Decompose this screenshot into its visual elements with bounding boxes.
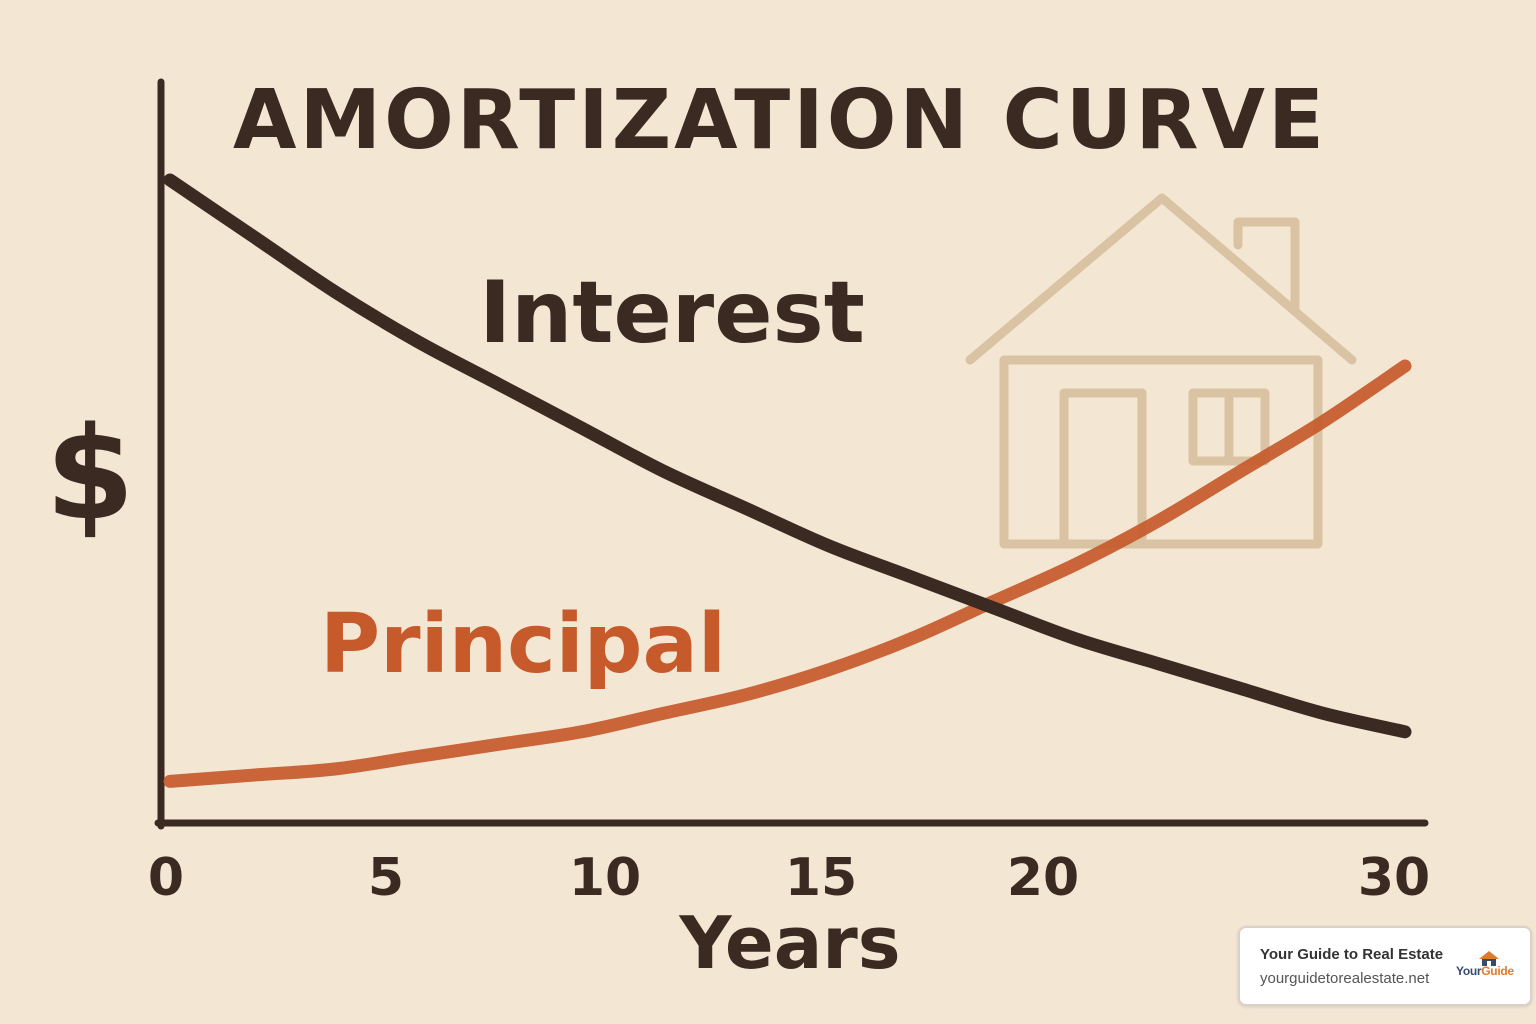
brand-url[interactable]: yourguidetorealestate.net bbox=[1260, 970, 1430, 987]
y-axis-label: $ bbox=[45, 400, 134, 549]
house-outline-icon bbox=[965, 193, 1357, 549]
x-tick-label: 30 bbox=[1358, 848, 1430, 908]
brand-title: Your Guide to Real Estate bbox=[1260, 946, 1444, 963]
x-tick-label: 5 bbox=[368, 848, 404, 908]
x-tick-label: 0 bbox=[148, 848, 184, 908]
x-tick-label: 10 bbox=[569, 848, 641, 908]
x-axis-label: Years bbox=[678, 901, 900, 985]
series-line-interest bbox=[163, 173, 1412, 739]
series-label-interest: Interest bbox=[479, 263, 865, 363]
chart-title: AMORTIZATION CURVE bbox=[233, 73, 1327, 168]
series-label-principal: Principal bbox=[320, 597, 726, 692]
brand-logo-text-main: Your bbox=[1456, 964, 1482, 978]
series-line-principal bbox=[163, 359, 1412, 788]
branding-card[interactable]: Your Guide to Real Estate yourguidetorea… bbox=[1238, 926, 1532, 1006]
brand-logo-text-accent: Guide bbox=[1481, 964, 1514, 978]
x-tick-labels: 0 5 10 15 20 30 bbox=[148, 848, 1430, 908]
x-tick-label: 20 bbox=[1007, 848, 1079, 908]
brand-logo: YourGuide bbox=[1456, 950, 1526, 990]
house-logo-icon bbox=[1479, 951, 1499, 966]
x-tick-label: 15 bbox=[785, 848, 857, 908]
